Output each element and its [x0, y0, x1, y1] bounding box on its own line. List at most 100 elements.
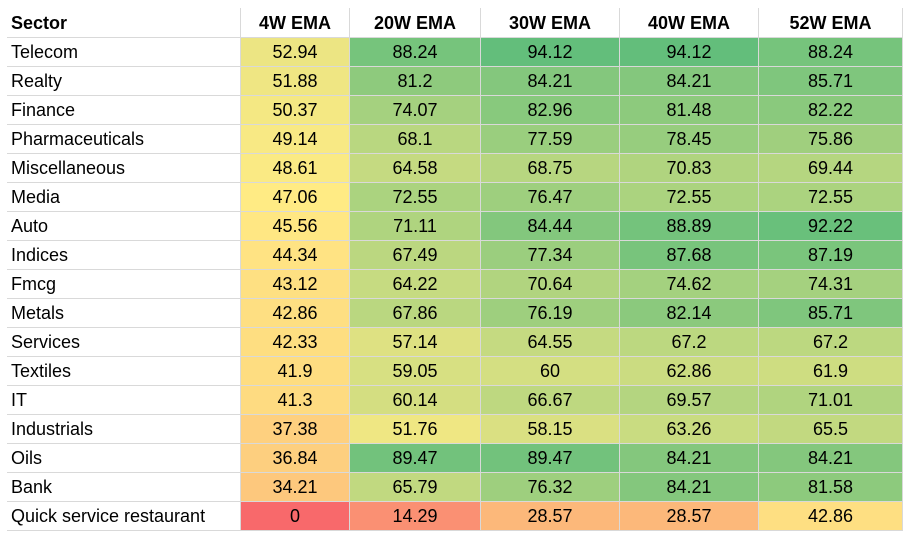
heatmap-cell: 36.84	[240, 443, 350, 473]
heatmap-cell: 64.58	[349, 153, 481, 183]
sector-label: Media	[7, 182, 241, 212]
heatmap-cell: 66.67	[480, 385, 620, 415]
heatmap-cell: 37.38	[240, 414, 350, 444]
heatmap-cell: 71.11	[349, 211, 481, 241]
heatmap-cell: 58.15	[480, 414, 620, 444]
heatmap-cell: 87.68	[619, 240, 759, 270]
sector-label: Oils	[7, 443, 241, 473]
heatmap-cell: 60.14	[349, 385, 481, 415]
heatmap-cell: 45.56	[240, 211, 350, 241]
table-row: Miscellaneous 48.61 64.58 68.75 70.83 69.44	[7, 153, 903, 183]
heatmap-cell: 64.55	[480, 327, 620, 357]
sector-label: Quick service restaurant	[7, 501, 241, 531]
sector-label: Services	[7, 327, 241, 357]
sector-label: Bank	[7, 472, 241, 502]
heatmap-cell: 63.26	[619, 414, 759, 444]
table-row: Bank 34.21 65.79 76.32 84.21 81.58	[7, 472, 903, 502]
heatmap-cell: 68.1	[349, 124, 481, 154]
header-sector: Sector	[7, 8, 241, 38]
heatmap-cell: 94.12	[619, 37, 759, 67]
heatmap-cell: 84.21	[619, 443, 759, 473]
table-row: Metals 42.86 67.86 76.19 82.14 85.71	[7, 298, 903, 328]
heatmap-cell: 60	[480, 356, 620, 386]
sector-label: Miscellaneous	[7, 153, 241, 183]
heatmap-cell: 41.9	[240, 356, 350, 386]
sector-label: Realty	[7, 66, 241, 96]
heatmap-cell: 61.9	[758, 356, 903, 386]
header-4w-ema: 4W EMA	[240, 8, 350, 38]
heatmap-cell: 0	[240, 501, 350, 531]
heatmap-cell: 67.49	[349, 240, 481, 270]
heatmap-cell: 85.71	[758, 298, 903, 328]
heatmap-cell: 76.32	[480, 472, 620, 502]
heatmap-cell: 76.19	[480, 298, 620, 328]
heatmap-cell: 62.86	[619, 356, 759, 386]
header-30w-ema: 30W EMA	[480, 8, 620, 38]
heatmap-cell: 81.48	[619, 95, 759, 125]
heatmap-cell: 34.21	[240, 472, 350, 502]
heatmap-cell: 74.31	[758, 269, 903, 299]
table-row: Realty 51.88 81.2 84.21 84.21 85.71	[7, 66, 903, 96]
heatmap-cell: 92.22	[758, 211, 903, 241]
heatmap-cell: 94.12	[480, 37, 620, 67]
heatmap-cell: 72.55	[619, 182, 759, 212]
heatmap-cell: 78.45	[619, 124, 759, 154]
heatmap-cell: 89.47	[480, 443, 620, 473]
heatmap-cell: 88.24	[349, 37, 481, 67]
heatmap-cell: 28.57	[619, 501, 759, 531]
heatmap-cell: 77.59	[480, 124, 620, 154]
header-20w-ema: 20W EMA	[349, 8, 481, 38]
heatmap-cell: 14.29	[349, 501, 481, 531]
heatmap-cell: 72.55	[758, 182, 903, 212]
heatmap-cell: 42.86	[758, 501, 903, 531]
heatmap-cell: 65.79	[349, 472, 481, 502]
heatmap-cell: 70.83	[619, 153, 759, 183]
heatmap-cell: 84.21	[480, 66, 620, 96]
table-row: Services 42.33 57.14 64.55 67.2 67.2	[7, 327, 903, 357]
table-row: Industrials 37.38 51.76 58.15 63.26 65.5	[7, 414, 903, 444]
heatmap-cell: 76.47	[480, 182, 620, 212]
heatmap-cell: 69.57	[619, 385, 759, 415]
sector-label: Finance	[7, 95, 241, 125]
table-row: Quick service restaurant 0 14.29 28.57 28.57…	[7, 501, 903, 531]
heatmap-cell: 84.44	[480, 211, 620, 241]
heatmap-cell: 67.2	[619, 327, 759, 357]
table-row: IT 41.3 60.14 66.67 69.57 71.01	[7, 385, 903, 415]
sector-label: Textiles	[7, 356, 241, 386]
heatmap-cell: 42.33	[240, 327, 350, 357]
heatmap-cell: 85.71	[758, 66, 903, 96]
heatmap-cell: 47.06	[240, 182, 350, 212]
heatmap-cell: 64.22	[349, 269, 481, 299]
heatmap-cell: 75.86	[758, 124, 903, 154]
heatmap-cell: 70.64	[480, 269, 620, 299]
heatmap-cell: 84.21	[619, 66, 759, 96]
table-row: Media 47.06 72.55 76.47 72.55 72.55	[7, 182, 903, 212]
table-row: Pharmaceuticals 49.14 68.1 77.59 78.45 75.86	[7, 124, 903, 154]
heatmap-cell: 84.21	[758, 443, 903, 473]
heatmap-cell: 74.07	[349, 95, 481, 125]
heatmap-cell: 72.55	[349, 182, 481, 212]
table-row: Auto 45.56 71.11 84.44 88.89 92.22	[7, 211, 903, 241]
heatmap-cell: 69.44	[758, 153, 903, 183]
sector-label: Telecom	[7, 37, 241, 67]
heatmap-cell: 49.14	[240, 124, 350, 154]
heatmap-cell: 42.86	[240, 298, 350, 328]
heatmap-cell: 88.89	[619, 211, 759, 241]
heatmap-cell: 81.58	[758, 472, 903, 502]
heatmap-body: Telecom 52.94 88.24 94.12 94.12 88.24 Realty 51…	[7, 37, 903, 531]
heatmap-cell: 71.01	[758, 385, 903, 415]
heatmap-cell: 88.24	[758, 37, 903, 67]
table-row: Textiles 41.9 59.05 60 62.86 61.9	[7, 356, 903, 386]
sector-label: IT	[7, 385, 241, 415]
heatmap-cell: 65.5	[758, 414, 903, 444]
heatmap-cell: 51.88	[240, 66, 350, 96]
heatmap-cell: 51.76	[349, 414, 481, 444]
header-row: Sector 4W EMA 20W EMA 30W EMA 40W EMA 52…	[7, 8, 903, 38]
sector-ema-heatmap: Sector 4W EMA 20W EMA 30W EMA 40W EMA 52…	[7, 8, 903, 531]
heatmap-cell: 82.96	[480, 95, 620, 125]
heatmap-cell: 67.2	[758, 327, 903, 357]
table-row: Finance 50.37 74.07 82.96 81.48 82.22	[7, 95, 903, 125]
header-40w-ema: 40W EMA	[619, 8, 759, 38]
heatmap-cell: 50.37	[240, 95, 350, 125]
heatmap-cell: 68.75	[480, 153, 620, 183]
